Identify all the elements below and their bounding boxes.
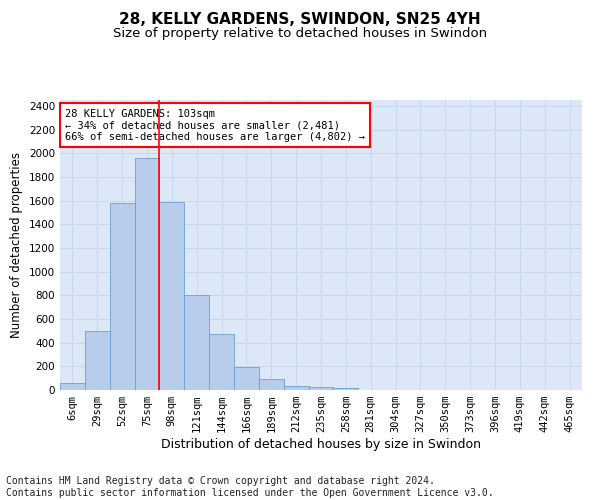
Bar — [234, 367, 259, 390]
X-axis label: Distribution of detached houses by size in Swindon: Distribution of detached houses by size … — [161, 438, 481, 451]
Bar — [160, 202, 184, 390]
Text: Size of property relative to detached houses in Swindon: Size of property relative to detached ho… — [113, 28, 487, 40]
Bar — [134, 158, 160, 390]
Bar — [209, 334, 234, 390]
Bar — [259, 380, 284, 390]
Bar — [334, 388, 358, 390]
Bar — [284, 386, 308, 390]
Bar — [60, 383, 85, 390]
Text: 28, KELLY GARDENS, SWINDON, SN25 4YH: 28, KELLY GARDENS, SWINDON, SN25 4YH — [119, 12, 481, 28]
Bar — [85, 331, 110, 390]
Bar — [184, 296, 209, 390]
Text: 28 KELLY GARDENS: 103sqm
← 34% of detached houses are smaller (2,481)
66% of sem: 28 KELLY GARDENS: 103sqm ← 34% of detach… — [65, 108, 365, 142]
Y-axis label: Number of detached properties: Number of detached properties — [10, 152, 23, 338]
Text: Contains HM Land Registry data © Crown copyright and database right 2024.
Contai: Contains HM Land Registry data © Crown c… — [6, 476, 494, 498]
Bar — [110, 203, 134, 390]
Bar — [308, 387, 334, 390]
